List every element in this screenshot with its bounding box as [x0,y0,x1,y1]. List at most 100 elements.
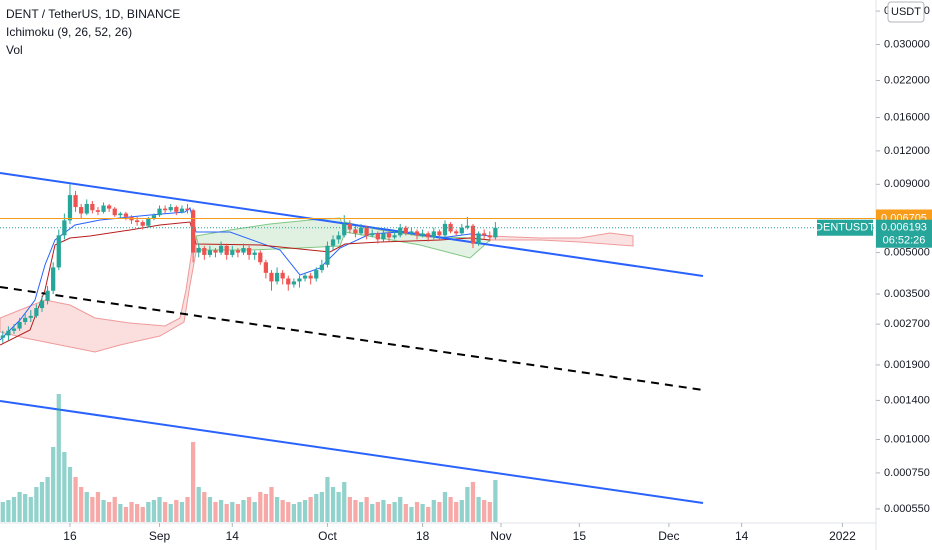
candle-body [62,220,67,236]
volume-bar [319,492,324,522]
volume-bar [213,502,218,522]
x-tick-label: 15 [573,529,587,543]
candle-body [162,208,168,211]
candle-body [28,315,33,318]
candle-body [302,275,308,279]
volume-bar [493,480,498,522]
volume-bar [23,494,28,522]
volume-bar [135,504,140,522]
candle-body [51,267,56,291]
x-tick-label: 14 [735,529,749,543]
candles [0,184,498,343]
volume-bar [370,504,375,522]
volume-bar [95,492,101,522]
volume-bar [263,494,269,522]
candle-body [403,227,408,234]
candle-body [431,231,436,238]
candle-body [487,235,492,238]
candle-body [386,233,392,238]
candle-body [157,208,162,216]
candle-body [420,233,425,236]
x-tick-label: Nov [490,529,511,543]
candle-body [308,275,313,279]
volume-bar [0,502,5,522]
candle-body [241,248,246,253]
volume-bar [202,492,207,522]
candle-body [246,248,252,255]
volume-bar [330,487,336,522]
candle-body [280,272,285,279]
candle-body [185,208,190,211]
volume-bar [73,477,78,522]
volume-bar [302,500,308,522]
volume-bar [79,487,84,522]
candle-body [291,281,296,285]
indicator-label[interactable]: Ichimoku (9, 26, 52, 26) [6,25,132,39]
candle-body [174,207,179,212]
volume-bar [151,500,157,522]
volume-bar [129,502,134,522]
volume-bar [179,502,185,522]
candle-body [23,317,28,323]
volume-bar [476,497,481,522]
x-tick-label: 2022 [829,529,856,543]
candle-body [347,223,352,230]
volume-bar [224,504,229,522]
volume-bar [403,504,408,522]
candle-body [39,300,45,309]
candle-body [73,195,78,208]
volume-bar [386,504,392,522]
y-tick-label: 0.022000 [884,74,930,86]
volume-bar [364,497,369,522]
volume-bar [28,497,33,522]
candle-body [336,235,341,240]
x-tick-label: 18 [416,529,430,543]
volume-bar [392,502,397,522]
trend-line-dashed [0,286,704,391]
candle-body [140,222,145,226]
volume-bar [112,497,117,522]
volume-bar [34,487,39,522]
candle-body [442,223,448,236]
trend-line [0,400,704,504]
currency-button[interactable] [887,1,925,23]
candle-body [112,208,117,216]
volume-bar [90,497,95,522]
candle-body [224,245,229,255]
volume-bar [45,477,50,522]
volume-bar [442,492,448,522]
volume-bar [174,500,179,522]
volume-bar [107,502,112,522]
candle-body [6,330,11,336]
volume-bar [146,502,151,522]
volume-bar [235,504,241,522]
y-tick-label: 0.030000 [884,38,930,50]
candle-body [45,290,50,301]
y-tick-label: 0.005000 [884,246,930,258]
volume-bar [336,492,341,522]
candle-body [230,250,235,255]
y-tick-label: 0.002700 [884,318,930,330]
x-tick-label: 16 [63,529,77,543]
candle-body [493,227,498,238]
volume-bar [84,492,89,522]
candle-body [358,227,364,234]
volume-bar [196,487,201,522]
volume-bar [426,507,431,522]
volume-bar [17,492,22,522]
y-tick-label: 0.001000 [884,433,930,445]
currency[interactable]: USDT [891,6,921,18]
volume-bar [140,507,145,522]
candle-body [414,231,420,236]
volume-bar [157,497,162,522]
volume-bar [409,507,414,522]
candle-body [218,245,224,253]
indicator-label[interactable]: Vol [6,43,23,57]
candle-body [465,225,470,228]
volume-bar [414,502,420,522]
volume-bar [6,500,11,522]
x-tick-label: Oct [318,529,337,543]
volume-bar [325,477,330,522]
volume-bar [375,502,380,522]
